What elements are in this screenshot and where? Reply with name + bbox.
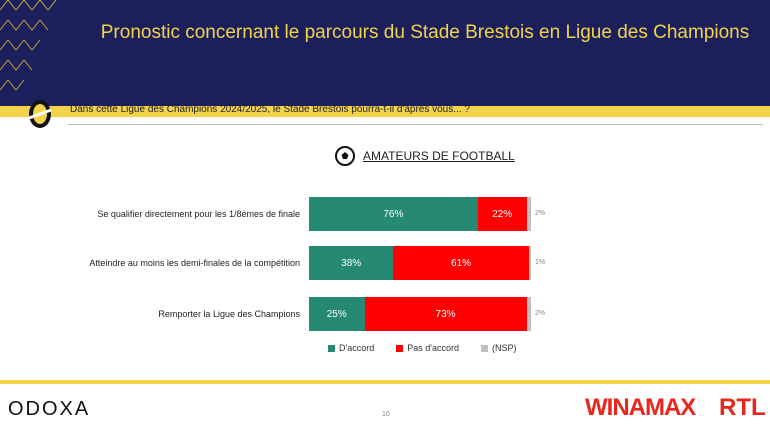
divider xyxy=(68,124,763,125)
legend: D'accord Pas d'accord (NSP) xyxy=(328,343,516,353)
header-banner: Pronostic concernant le parcours du Stad… xyxy=(0,0,770,106)
bar-segment: 25% xyxy=(309,297,365,331)
data-label: 2% xyxy=(535,210,546,217)
odoxa-question-icon xyxy=(28,100,52,128)
page-number: 10 xyxy=(382,411,390,418)
page-title: Pronostic concernant le parcours du Stad… xyxy=(100,22,750,43)
bar-segment: 38% xyxy=(309,246,394,280)
data-label: 25% xyxy=(326,308,347,320)
data-label: 61% xyxy=(451,257,472,269)
bar-segment: 22% xyxy=(477,197,527,231)
category-label: Remporter la Ligue des Champions xyxy=(158,309,300,319)
legend-item: (NSP) xyxy=(480,343,517,353)
chevron-pattern xyxy=(0,0,57,91)
question-text: Dans cette Ligue des Champions 2024/2025… xyxy=(70,104,470,115)
bar-segment xyxy=(528,246,531,280)
legend-label: Pas d'accord xyxy=(407,343,459,353)
odoxa-logo: ODOXA xyxy=(8,398,91,420)
legend-swatch xyxy=(480,344,488,352)
data-label: 38% xyxy=(341,257,362,269)
bar-segment: 76% xyxy=(309,197,478,231)
footer-stripe xyxy=(0,380,770,384)
bar-segment: 61% xyxy=(393,246,529,280)
bar-segment: 73% xyxy=(364,297,527,331)
data-label: 22% xyxy=(492,208,513,220)
legend-swatch xyxy=(328,344,335,352)
data-label: 2% xyxy=(535,310,546,317)
data-label: 73% xyxy=(435,308,456,320)
football-icon xyxy=(335,146,355,166)
legend-label: D'accord xyxy=(339,343,375,353)
bar-segment xyxy=(526,297,531,331)
chart-title: AMATEURS DE FOOTBALL xyxy=(363,149,515,163)
legend-swatch xyxy=(396,344,404,352)
winamax-logo: WINAMAX xyxy=(585,394,696,421)
legend-label: (NSP) xyxy=(491,343,517,353)
chart-subtitle: AMATEURS DE FOOTBALL xyxy=(335,146,515,166)
data-label: 1% xyxy=(535,259,546,266)
category-label: Se qualifier directement pour les 1/8ème… xyxy=(97,209,300,219)
yellow-stripe xyxy=(0,106,770,117)
bar-segment xyxy=(526,197,531,231)
rtl-logo: RTL xyxy=(719,394,766,421)
data-label: 76% xyxy=(383,208,404,220)
category-label: Atteindre au moins les demi-finales de l… xyxy=(89,258,300,268)
legend-item: D'accord xyxy=(328,343,374,353)
legend-item: Pas d'accord xyxy=(396,343,459,353)
